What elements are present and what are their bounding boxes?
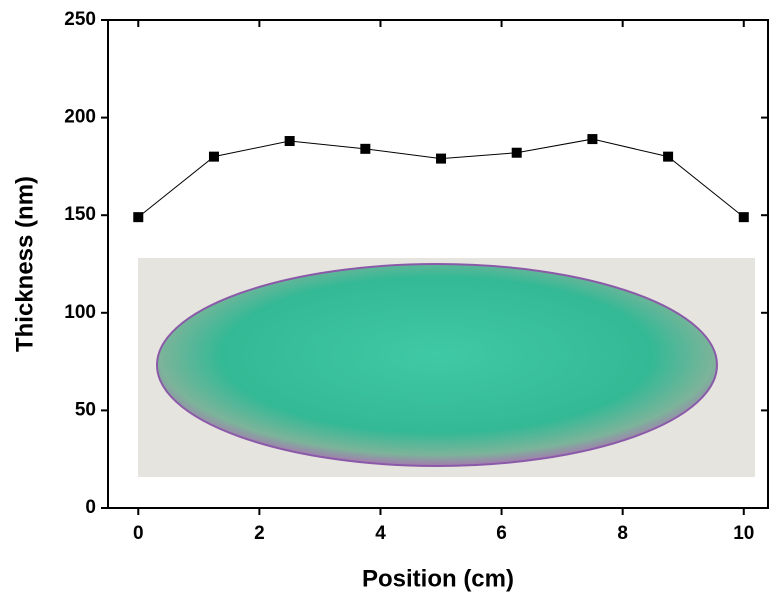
y-tick-label: 100: [64, 302, 96, 323]
x-tick-label: 10: [733, 523, 754, 544]
data-point: [284, 136, 295, 147]
series-line: [137, 138, 745, 218]
data-point: [208, 151, 219, 162]
x-tick-label: 0: [133, 523, 144, 544]
y-tick-label: 150: [64, 204, 96, 225]
data-point: [587, 134, 598, 145]
data-point: [360, 143, 371, 154]
data-point: [436, 153, 447, 164]
x-tick-label: 8: [617, 523, 628, 544]
y-tick-label: 200: [64, 107, 96, 128]
x-tick-label: 6: [496, 523, 507, 544]
data-point: [133, 212, 144, 223]
plot-frame: [107, 19, 769, 509]
y-tick-label: 50: [75, 399, 96, 420]
x-tick-label: 2: [254, 523, 265, 544]
x-tick-label: 4: [375, 523, 386, 544]
y-tick-label: 250: [64, 9, 96, 30]
data-point: [738, 212, 749, 223]
data-point: [511, 147, 522, 158]
y-axis-title: Thickness (nm): [11, 176, 38, 352]
film: [156, 263, 718, 467]
data-point: [663, 151, 674, 162]
y-tick-label: 0: [85, 497, 96, 518]
inset-photo: [138, 258, 755, 477]
x-axis-title: Position (cm): [362, 565, 514, 592]
